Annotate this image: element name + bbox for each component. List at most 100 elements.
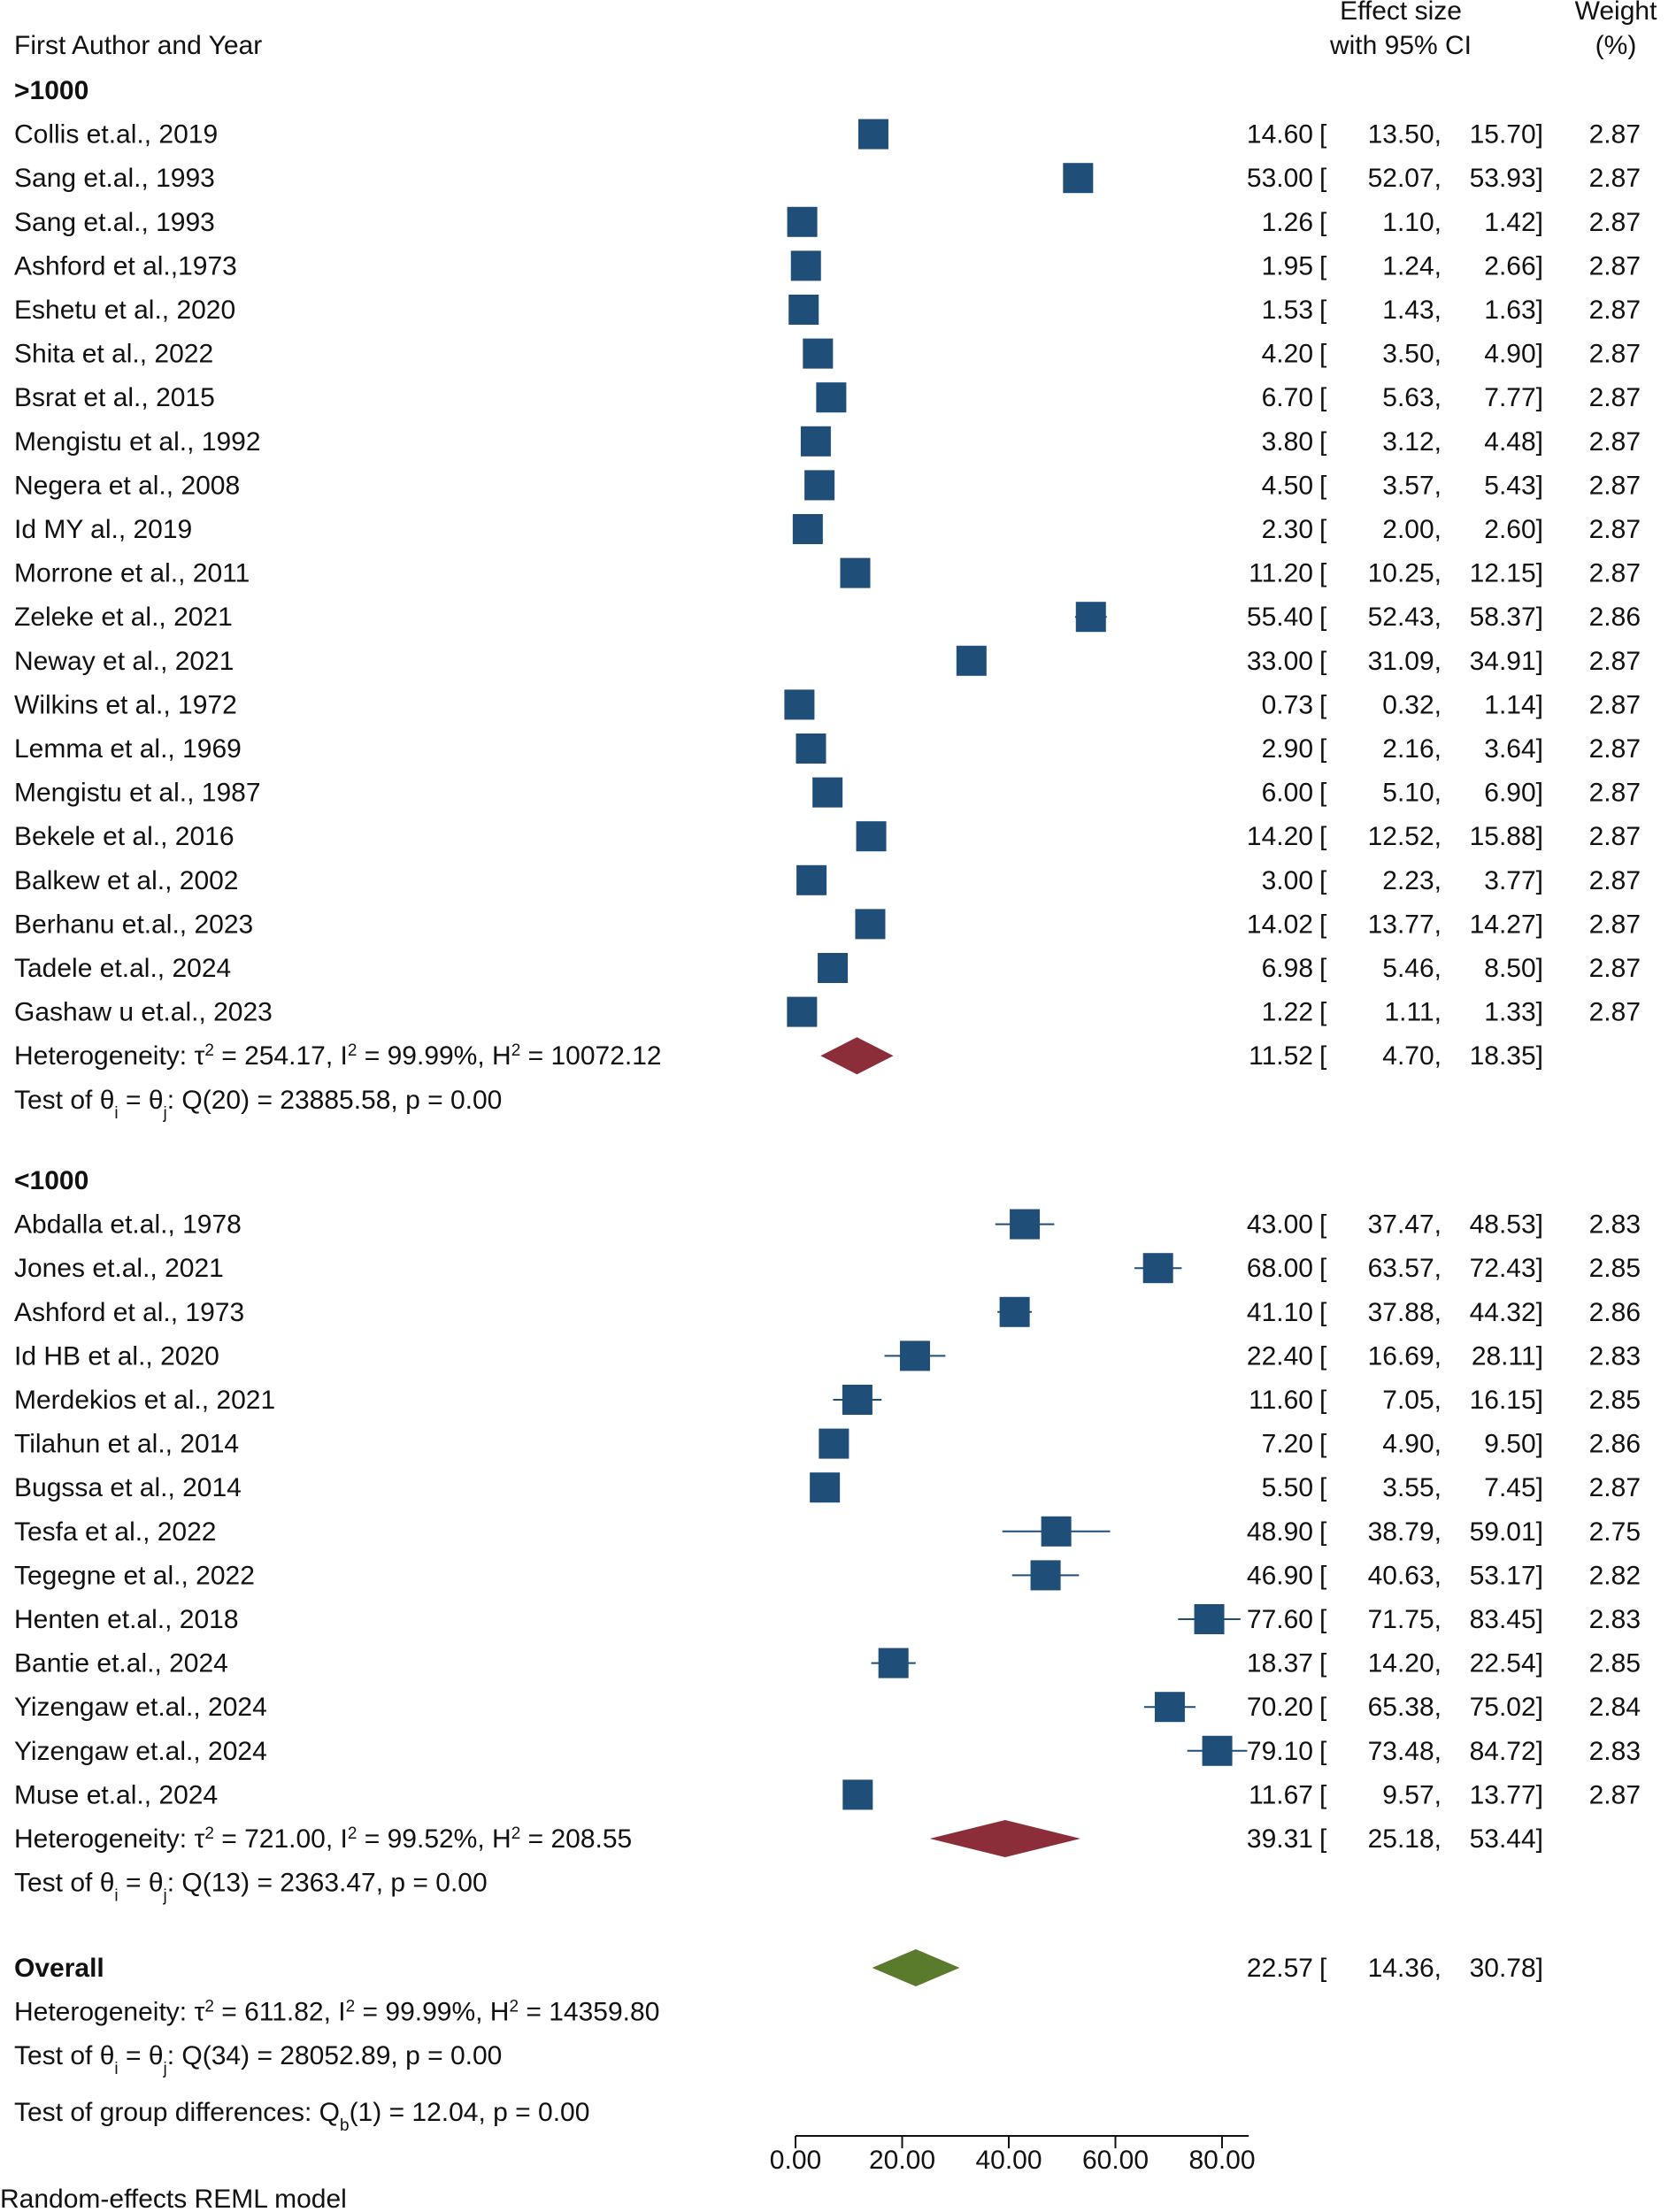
- study-label: Collis et.al., 2019: [14, 120, 218, 150]
- study-marker: [857, 119, 888, 150]
- study-label: Jones et.al., 2021: [14, 1254, 224, 1283]
- study-ci-open-bracket: [: [1319, 559, 1327, 588]
- study-label: Mengistu et al., 1992: [14, 427, 261, 457]
- group1-heterogeneity: Heterogeneity: τ2 = 254.17, I2 = 99.99%,…: [14, 1041, 662, 1071]
- study-ci-lower: 1.43,: [1382, 296, 1442, 325]
- study-ci-lower: 1.11,: [1385, 998, 1442, 1027]
- study-ci-open-bracket: [: [1319, 1341, 1327, 1371]
- study-weight: 2.87: [1589, 954, 1641, 983]
- study-weight: 2.87: [1589, 734, 1641, 764]
- weight-unit-header: (%): [1595, 31, 1637, 60]
- study-weight: 2.86: [1589, 1430, 1641, 1459]
- group1-homogeneity-test-part: i: [114, 1103, 118, 1122]
- group2-summary-diamond: [929, 1820, 1080, 1857]
- study-ci-upper: 2.66]: [1484, 251, 1543, 280]
- group1-heterogeneity-part: = 254.17, I: [214, 1041, 348, 1071]
- study-marker: [818, 953, 849, 983]
- group2-heterogeneity-part: = 99.52%, H: [357, 1824, 511, 1854]
- study-ci-open-bracket: [: [1319, 734, 1327, 764]
- study-ci-lower: 4.90,: [1382, 1430, 1442, 1459]
- study-ci-open-bracket: [: [1319, 647, 1327, 676]
- study-effect-size: 33.00: [1247, 647, 1313, 676]
- group2-heterogeneity-part: 2: [348, 1824, 357, 1843]
- group2-heterogeneity-part: = 208.55: [520, 1824, 632, 1854]
- study-ci-open-bracket: [: [1319, 340, 1327, 369]
- study-label: Yizengaw et.al., 2024: [14, 1737, 267, 1766]
- study-weight: 2.85: [1589, 1254, 1641, 1283]
- study-ci-lower: 12.52,: [1368, 822, 1442, 851]
- study-label: Muse et.al., 2024: [14, 1780, 218, 1809]
- study-ci-upper: 1.63]: [1484, 296, 1543, 325]
- overall-heterogeneity-part: 2: [204, 1997, 214, 2016]
- group2-homogeneity-test: Test of θi = θj: Q(13) = 2363.47, p = 0.…: [14, 1869, 488, 1906]
- study-effect-size: 14.20: [1247, 822, 1313, 851]
- study-ci-upper: 5.43]: [1484, 471, 1543, 500]
- study-marker: [999, 1296, 1030, 1327]
- model-note: Random-effects REML model: [0, 2185, 347, 2212]
- study-weight: 2.87: [1589, 559, 1641, 588]
- study-marker: [796, 864, 827, 895]
- group-difference-test-part: b: [340, 2116, 350, 2135]
- study-ci-upper: 1.42]: [1484, 208, 1543, 237]
- overall-homogeneity-test-part: = θ: [119, 2041, 164, 2070]
- study-ci-upper: 13.77]: [1470, 1780, 1543, 1809]
- study-ci-open-bracket: [: [1319, 1210, 1327, 1240]
- study-ci-upper: 15.70]: [1470, 120, 1543, 150]
- study-ci-upper: 28.11]: [1472, 1341, 1543, 1371]
- study-marker: [1030, 1560, 1061, 1591]
- study-marker: [819, 1428, 850, 1459]
- study-ci-open-bracket: [: [1319, 1649, 1327, 1678]
- study-ci-lower: 3.55,: [1382, 1473, 1442, 1502]
- group2-heterogeneity: Heterogeneity: τ2 = 721.00, I2 = 99.52%,…: [14, 1824, 632, 1855]
- group2-summary-ci-open-bracket: [: [1319, 1824, 1327, 1854]
- study-ci-open-bracket: [: [1319, 471, 1327, 500]
- study-marker: [1194, 1604, 1225, 1634]
- group-difference-test-part: Test of group differences: Q: [14, 2098, 340, 2127]
- overall-homogeneity-test-part: Test of θ: [14, 2041, 114, 2070]
- study-weight: 2.85: [1589, 1386, 1641, 1415]
- weight-header: Weight: [1575, 0, 1657, 26]
- study-effect-size: 14.02: [1247, 910, 1313, 939]
- study-effect-size: 11.67: [1249, 1780, 1313, 1809]
- study-ci-upper: 58.37]: [1470, 603, 1543, 632]
- overall-ci-lower: 14.36,: [1368, 1954, 1442, 1983]
- study-ci-upper: 7.45]: [1484, 1473, 1543, 1502]
- group2-label: <1000: [14, 1166, 88, 1195]
- study-ci-open-bracket: [: [1319, 954, 1327, 983]
- study-marker: [812, 777, 843, 808]
- study-ci-lower: 10.25,: [1368, 559, 1442, 588]
- study-effect-size: 14.60: [1247, 120, 1313, 150]
- group1-homogeneity-test: Test of θi = θj: Q(20) = 23885.58, p = 0…: [14, 1086, 502, 1123]
- overall-homogeneity-test-part: : Q(34) = 28052.89, p = 0.00: [167, 2041, 503, 2070]
- study-marker: [784, 689, 815, 720]
- study-marker: [810, 1472, 841, 1503]
- study-ci-lower: 9.57,: [1382, 1780, 1442, 1809]
- study-weight: 2.87: [1589, 690, 1641, 719]
- study-ci-upper: 53.93]: [1470, 164, 1543, 193]
- study-marker: [787, 206, 818, 237]
- study-effect-size: 77.60: [1247, 1605, 1313, 1634]
- study-marker: [790, 250, 821, 281]
- study-ci-lower: 2.16,: [1382, 734, 1442, 764]
- study-ci-upper: 53.17]: [1470, 1561, 1543, 1590]
- group1-label: >1000: [14, 76, 88, 105]
- study-ci-lower: 14.20,: [1368, 1649, 1442, 1678]
- study-label: Abdalla et.al., 1978: [14, 1210, 242, 1240]
- study-weight: 2.84: [1589, 1693, 1641, 1722]
- overall-heterogeneity-part: 2: [346, 1997, 356, 2016]
- study-effect-size: 79.10: [1247, 1737, 1313, 1766]
- study-weight: 2.87: [1589, 427, 1641, 457]
- overall-diamond: [872, 1949, 960, 1986]
- study-ci-open-bracket: [: [1319, 515, 1327, 544]
- study-ci-upper: 4.90]: [1484, 340, 1543, 369]
- study-weight: 2.87: [1589, 1780, 1641, 1809]
- study-label: Gashaw u et.al., 2023: [14, 998, 273, 1027]
- x-tick-label: 60.00: [1082, 2146, 1149, 2175]
- study-marker: [800, 426, 831, 457]
- study-ci-upper: 75.02]: [1470, 1693, 1543, 1722]
- study-ci-lower: 1.10,: [1382, 208, 1442, 237]
- study-ci-lower: 52.43,: [1368, 603, 1442, 632]
- group1-homogeneity-test-part: j: [163, 1103, 167, 1122]
- study-ci-lower: 1.24,: [1382, 251, 1442, 280]
